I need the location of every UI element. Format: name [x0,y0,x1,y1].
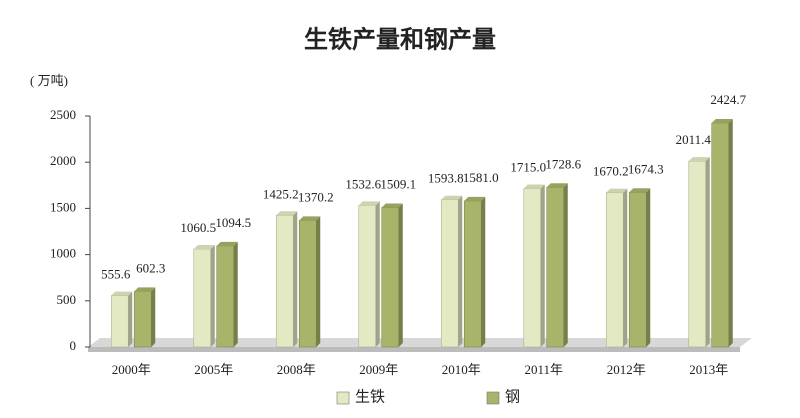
x-tick-label: 2009年 [359,362,398,377]
bar [711,122,730,348]
bar-top [193,245,215,250]
value-label: 2424.7 [710,92,746,107]
bar [688,160,707,348]
legend-swatch [336,391,350,405]
bar [358,205,377,348]
legend-swatch [486,391,500,405]
value-label: 1425.2 [263,186,299,201]
value-label: 1532.6 [345,176,381,191]
value-label: 555.6 [101,267,131,282]
bar-side [128,291,133,347]
bar-side [233,241,238,347]
bar [110,295,129,348]
bar-top [546,183,568,188]
y-tick-label: 1500 [50,199,76,214]
value-label: 602.3 [136,260,165,275]
value-label: 1060.5 [180,220,216,235]
bar [440,199,459,348]
bar-side [623,188,628,347]
bar-side [316,216,321,347]
y-axis-label: ( 万吨) [30,73,68,88]
value-label: 1728.6 [545,156,581,171]
bar-top [688,157,710,162]
bar [381,207,400,348]
bar [275,215,294,348]
y-tick-label: 500 [57,292,77,307]
value-label: 1094.5 [215,215,251,230]
bar-side [563,183,568,347]
x-tick-label: 2012年 [607,362,646,377]
y-tick-label: 1000 [50,246,76,261]
value-label: 1370.2 [298,189,334,204]
bar [463,200,482,348]
bar-top [216,241,238,246]
value-label: 1715.0 [510,160,546,175]
bar [216,245,235,348]
y-tick-label: 2500 [50,107,76,122]
value-label: 2011.4 [676,132,712,147]
bar-top [111,291,133,296]
x-tick-label: 2000年 [112,362,151,377]
bar-side [375,201,380,347]
y-tick-label: 0 [70,338,77,353]
bar-top [299,216,321,221]
value-label: 1674.3 [628,161,664,176]
legend-label: 钢 [505,388,520,405]
value-label: 1593.8 [428,171,464,186]
value-label: 1670.2 [593,164,629,179]
bar [605,192,624,348]
bar-top [381,203,403,208]
x-tick-label: 2010年 [442,362,481,377]
y-tick-label: 2000 [50,153,76,168]
x-tick-label: 2008年 [277,362,316,377]
bar [523,188,542,348]
bar-side [646,188,651,347]
bar-side [293,211,298,347]
x-tick-label: 2013年 [689,362,728,377]
bar-side [728,118,733,347]
bar-side [458,195,463,347]
bar-side [398,203,403,347]
bar-top [464,196,486,201]
bar [133,291,152,348]
bar-top [606,188,628,193]
bar [193,248,212,348]
bar-top [358,201,380,206]
bar [628,191,647,348]
value-label: 1581.0 [463,170,499,185]
bar-top [629,188,651,193]
floor-edge [88,347,740,352]
bar-top [441,195,463,200]
floor [88,338,752,347]
legend-label: 生铁 [355,388,385,405]
x-tick-label: 2011年 [524,362,563,377]
bar-top [134,287,156,292]
bar-side [151,287,156,347]
chart-title: 生铁产量和钢产量 [304,26,496,54]
bar-top [276,211,298,216]
bar-top [711,118,733,123]
bar-side [210,245,215,347]
bar-side [540,184,545,347]
bar-side [705,157,710,347]
x-tick-label: 2005年 [194,362,233,377]
bar [546,186,565,348]
value-label: 1509.1 [380,177,416,192]
bar-top [523,184,545,189]
bar [298,220,317,348]
bar-side [481,196,486,347]
